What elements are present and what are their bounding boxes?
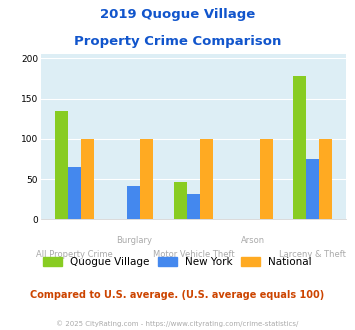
Legend: Quogue Village, New York, National: Quogue Village, New York, National xyxy=(43,257,312,267)
Text: Property Crime Comparison: Property Crime Comparison xyxy=(74,35,281,48)
Bar xyxy=(81,139,94,219)
Bar xyxy=(200,139,213,219)
Text: © 2025 CityRating.com - https://www.cityrating.com/crime-statistics/: © 2025 CityRating.com - https://www.city… xyxy=(56,320,299,327)
Text: Larceny & Theft: Larceny & Theft xyxy=(279,250,346,259)
Bar xyxy=(293,76,306,219)
Text: 2019 Quogue Village: 2019 Quogue Village xyxy=(100,8,255,21)
Bar xyxy=(174,182,187,219)
Bar xyxy=(68,167,81,219)
Text: Arson: Arson xyxy=(241,236,265,245)
Text: Motor Vehicle Theft: Motor Vehicle Theft xyxy=(153,250,234,259)
Bar xyxy=(306,159,319,219)
Bar xyxy=(127,186,140,219)
Text: All Property Crime: All Property Crime xyxy=(36,250,113,259)
Bar xyxy=(187,194,200,219)
Text: Compared to U.S. average. (U.S. average equals 100): Compared to U.S. average. (U.S. average … xyxy=(31,290,324,300)
Bar xyxy=(55,111,68,219)
Text: Burglary: Burglary xyxy=(116,236,152,245)
Bar xyxy=(260,139,273,219)
Bar xyxy=(140,139,153,219)
Bar xyxy=(319,139,332,219)
